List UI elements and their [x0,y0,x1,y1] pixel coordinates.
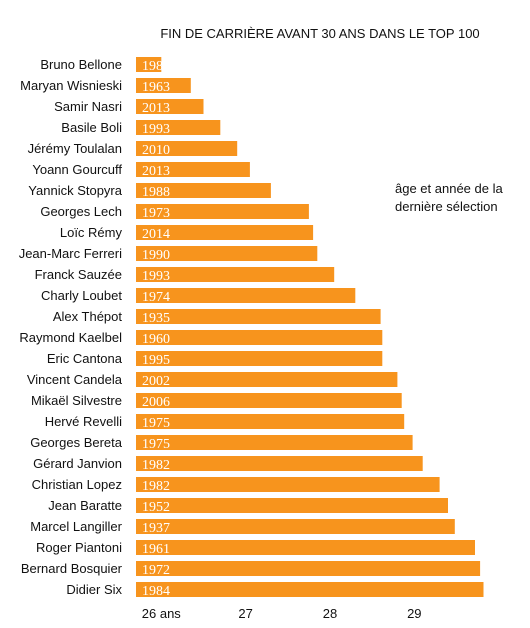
data-label-samir-nasri: 2013 [142,101,170,116]
annotation-line-2: dernière sélection [395,199,498,214]
bar-yannick-stopyra [136,183,271,198]
x-tick-label-28: 28 [323,606,337,621]
data-label-jeremy-toulalan: 2010 [142,143,170,158]
category-label-basile-boli: Basile Boli [61,120,122,135]
category-label-yannick-stopyra: Yannick Stopyra [28,183,122,198]
category-label-jean-marc-ferreri: Jean-Marc Ferreri [19,246,122,261]
category-label-charly-loubet: Charly Loubet [41,288,122,303]
data-label-herve-revelli: 1975 [142,416,170,431]
data-label-bernard-bosquier: 1972 [142,563,170,578]
data-label-basile-boli: 1993 [142,122,170,137]
category-label-gerard-janvion: Gérard Janvion [33,456,122,471]
bar-eric-cantona [136,351,383,366]
data-label-loic-remy: 2014 [142,227,170,242]
data-label-gerard-janvion: 1982 [142,458,170,473]
category-label-eric-cantona: Eric Cantona [47,351,123,366]
data-label-jean-baratte: 1952 [142,500,170,515]
category-label-herve-revelli: Hervé Revelli [45,414,122,429]
bar-georges-lech [136,204,309,219]
category-label-roger-piantoni: Roger Piantoni [36,540,122,555]
bar-bruno-bellone [136,57,162,72]
category-label-christian-lopez: Christian Lopez [32,477,122,492]
category-label-loic-remy: Loïc Rémy [60,225,123,240]
category-label-mikael-silvestre: Mikaël Silvestre [31,393,122,408]
data-label-georges-bereta: 1975 [142,437,170,452]
x-tick-label-29: 29 [407,606,421,621]
bar-maryan-wisnieski [136,78,191,93]
bar-vincent-candela [136,372,398,387]
bar-yoann-gourcuff [136,162,250,177]
data-label-raymond-kaelbel: 1960 [142,332,170,347]
category-label-alex-thepot: Alex Thépot [53,309,123,324]
category-label-raymond-kaelbel: Raymond Kaelbel [19,330,122,345]
data-label-jean-marc-ferreri: 1990 [142,248,170,263]
x-axis-ticks: 26 ans 27 28 29 [142,606,422,621]
category-label-jean-baratte: Jean Baratte [48,498,122,513]
category-label-georges-bereta: Georges Bereta [30,435,123,450]
bar-franck-sauzee [136,267,335,282]
data-label-yannick-stopyra: 1988 [142,185,170,200]
category-label-marcel-langiller: Marcel Langiller [30,519,122,534]
bar-basile-boli [136,120,221,135]
data-label-maryan-wisnieski: 1963 [142,80,170,95]
category-label-samir-nasri: Samir Nasri [54,99,122,114]
bar-bernard-bosquier [136,561,481,576]
bar-didier-six [136,582,484,597]
data-label-roger-piantoni: 1961 [142,542,170,557]
data-label-eric-cantona: 1995 [142,353,170,368]
category-label-bernard-bosquier: Bernard Bosquier [21,561,123,576]
x-tick-label-26: 26 ans [142,606,182,621]
x-tick-label-27: 27 [238,606,252,621]
category-label-didier-six: Didier Six [66,582,122,597]
bar-samir-nasri [136,99,204,114]
data-label-marcel-langiller: 1937 [142,521,170,536]
data-label-georges-lech: 1973 [142,206,170,221]
category-label-jeremy-toulalan: Jérémy Toulalan [28,141,122,156]
data-label-alex-thepot: 1935 [142,311,170,326]
category-label-vincent-candela: Vincent Candela [27,372,123,387]
bar-gerard-janvion [136,456,423,471]
category-label-bruno-bellone: Bruno Bellone [40,57,122,72]
bar-georges-bereta [136,435,413,450]
bar-jean-marc-ferreri [136,246,318,261]
category-label-maryan-wisnieski: Maryan Wisnieski [20,78,122,93]
bar-jeremy-toulalan [136,141,238,156]
bar-jean-baratte [136,498,448,513]
bar-marcel-langiller [136,519,455,534]
chart-title: FIN DE CARRIÈRE AVANT 30 ANS DANS LE TOP… [160,26,479,41]
category-label-franck-sauzee: Franck Sauzée [35,267,122,282]
category-label-georges-lech: Georges Lech [40,204,122,219]
data-label-yoann-gourcuff: 2013 [142,164,170,179]
bar-alex-thepot [136,309,381,324]
data-label-didier-six: 1984 [142,584,170,599]
data-label-mikael-silvestre: 2006 [142,395,170,410]
data-label-franck-sauzee: 1993 [142,269,170,284]
category-label-yoann-gourcuff: Yoann Gourcuff [32,162,122,177]
bar-christian-lopez [136,477,440,492]
bars-group: Bruno Bellone 1988 Maryan Wisnieski 1963 Sam… [19,57,484,599]
bar-raymond-kaelbel [136,330,383,345]
bar-herve-revelli [136,414,405,429]
bar-loic-remy [136,225,314,240]
bar-roger-piantoni [136,540,475,555]
data-label-charly-loubet: 1974 [142,290,170,305]
data-label-vincent-candela: 2002 [142,374,170,389]
bar-mikael-silvestre [136,393,402,408]
annotation-line-1: âge et année de la [395,181,503,196]
data-label-christian-lopez: 1982 [142,479,170,494]
bar-charly-loubet [136,288,356,303]
data-label-bruno-bellone: 1988 [142,59,170,74]
